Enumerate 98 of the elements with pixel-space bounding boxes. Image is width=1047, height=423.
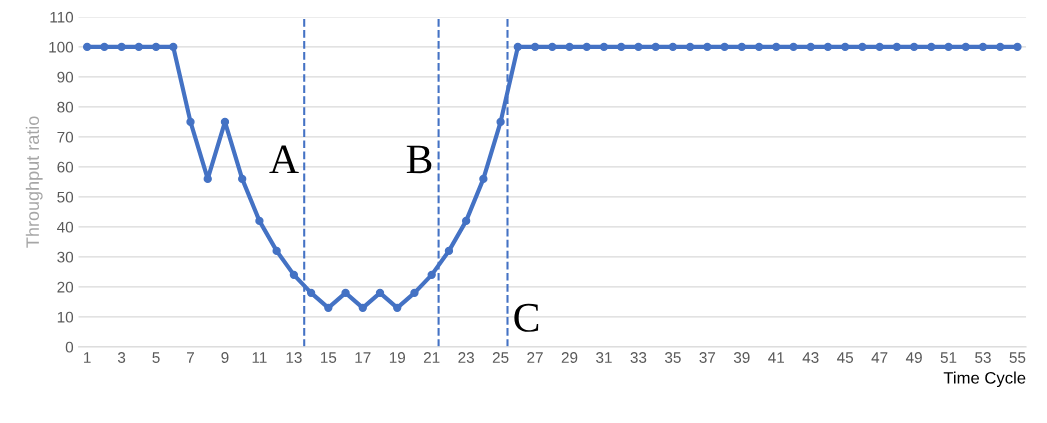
point [272,246,281,256]
point [513,42,523,52]
point [892,42,902,52]
x-tick-label: 15 [321,352,337,363]
x-tick-label: 19 [389,352,406,363]
point [358,303,367,313]
x-tick-label: 29 [561,352,578,363]
x-tick-label: 21 [423,352,440,363]
point [410,288,419,298]
x-tick-label: 9 [221,352,229,363]
x-tick-label: 13 [286,352,302,363]
y-tick-label: 70 [57,131,74,143]
point [582,42,591,52]
x-tick-label: 35 [664,352,681,363]
y-tick-label: 0 [65,341,74,353]
y-axis-title: Throughput ratio [25,116,43,248]
y-tick-label: 60 [57,161,74,173]
point [875,42,884,52]
point [444,246,454,256]
x-tick-label: 47 [871,352,888,363]
y-tick-label: 10 [57,311,74,323]
point [823,42,833,52]
point [82,42,92,52]
x-tick-label: 39 [733,352,750,363]
x-tick-label: 11 [252,352,267,363]
ref-line-label: C [514,303,539,332]
point [789,42,798,52]
point [685,42,695,52]
point [806,42,815,52]
x-tick-label: 49 [905,352,922,363]
point [961,42,970,52]
point [151,42,161,52]
x-tick-label: 43 [802,352,819,363]
y-tick-label: 100 [49,41,74,53]
point [324,303,333,313]
point [599,42,609,52]
point [737,42,746,52]
point [306,288,316,298]
x-axis-title: Time Cycle [943,371,1026,388]
point [565,42,574,52]
point [634,42,643,52]
x-tick-label: 41 [768,352,785,363]
point [548,42,557,52]
point [772,42,781,52]
x-tick-label: 17 [355,352,371,363]
point [375,288,385,298]
ref-line-label: A [269,145,299,174]
x-tick-label: 37 [699,352,716,363]
x-tick-label: 7 [187,352,194,363]
point [996,42,1005,52]
point [479,174,488,184]
point [858,42,867,52]
point [341,288,350,298]
x-tick-label: 23 [458,352,474,363]
point [427,270,436,280]
y-tick-label: 50 [57,191,74,203]
point [461,216,471,226]
y-tick-label: 30 [57,251,74,263]
point [668,42,678,52]
x-tick-label: 45 [837,352,854,363]
point [530,42,540,52]
point [651,42,660,52]
x-tick-label: 27 [527,352,543,363]
point [909,42,919,52]
point [169,42,178,52]
point [840,42,850,52]
point [393,303,402,313]
point [289,270,299,280]
x-tick-label: 31 [596,352,612,363]
point [255,216,264,226]
y-tick-label: 110 [50,11,74,23]
x-tick-label: 1 [84,352,91,363]
point [617,42,626,52]
x-tick-label: 51 [940,352,957,363]
point [944,42,953,52]
point [927,42,936,52]
point [134,42,143,52]
point [754,42,764,52]
y-tick-label: 90 [57,71,74,83]
point [720,42,729,52]
x-tick-label: 55 [1009,352,1026,363]
point [978,42,988,52]
point [703,42,712,52]
point [238,174,247,184]
point [496,117,505,127]
y-tick-label: 20 [57,281,74,293]
point [117,42,126,52]
y-tick-label: 80 [57,101,74,113]
x-tick-label: 25 [492,352,509,363]
ref-line-label: B [406,145,432,174]
x-tick-label: 33 [630,352,647,363]
point [186,117,195,127]
x-tick-label: 3 [117,352,126,363]
point [1013,42,1022,52]
x-tick-label: 53 [975,352,991,363]
y-tick-label: 40 [57,221,74,233]
point [100,42,109,52]
x-tick-label: 5 [152,352,160,363]
